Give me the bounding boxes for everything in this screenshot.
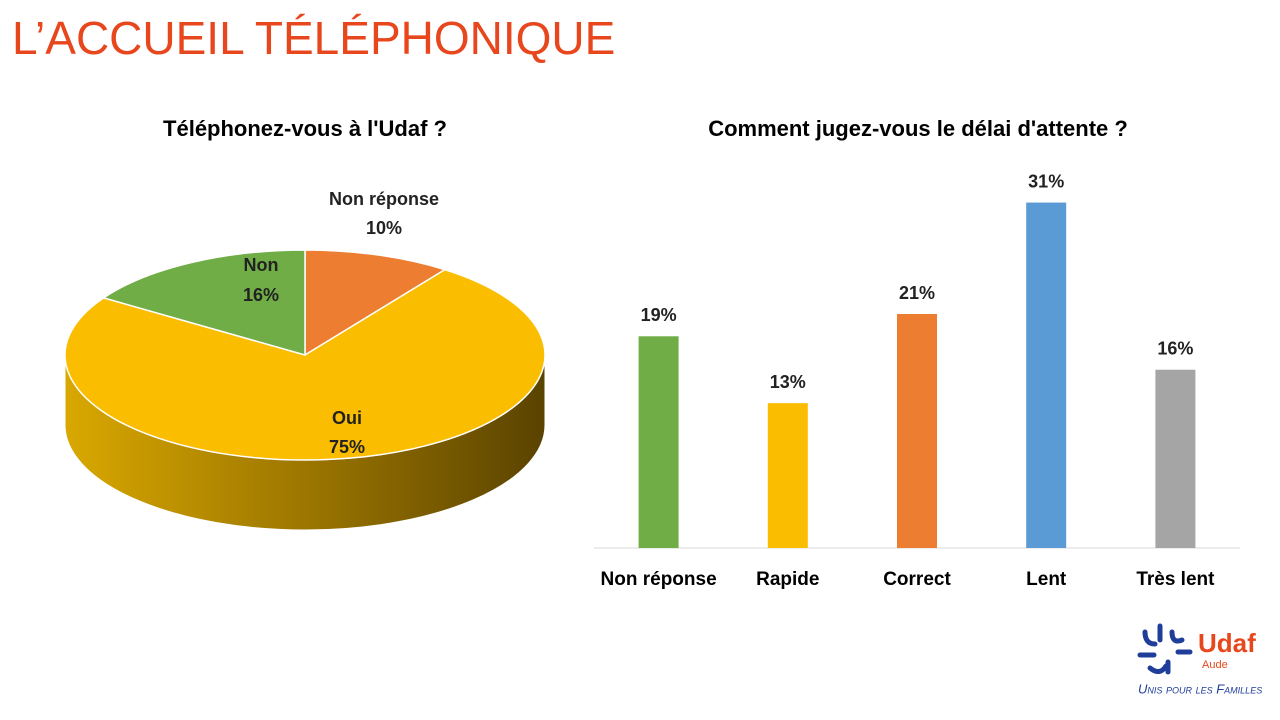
data-label-category: Oui: [332, 408, 362, 428]
data-label: 75%: [329, 437, 365, 457]
bar: [897, 314, 937, 548]
data-label: 21%: [899, 283, 935, 303]
logo-tagline: Unis pour les Familles: [1138, 681, 1262, 696]
logo-mark: [1137, 623, 1193, 675]
pie-slice: [64, 268, 546, 461]
data-label: 31%: [1028, 171, 1064, 191]
chart-title: Téléphonez-vous à l'Udaf ?: [163, 116, 447, 141]
pie-slice: [304, 249, 447, 357]
chart-title: Comment jugez-vous le délai d'attente ?: [708, 116, 1128, 141]
bar: [638, 336, 679, 548]
pie-slice: [101, 249, 306, 356]
data-label: 16%: [1157, 338, 1193, 358]
data-label: 10%: [366, 218, 402, 238]
data-label: 19%: [641, 305, 677, 325]
data-label: 16%: [243, 285, 279, 305]
x-tick-label: Rapide: [756, 569, 819, 590]
x-tick-label: Lent: [1026, 569, 1067, 590]
logo-name: Udaf: [1198, 628, 1256, 658]
x-tick-label: Non réponse: [601, 569, 717, 590]
logo: Udaf Aude Unis pour les Familles: [1137, 623, 1262, 696]
page-title: L’ACCUEIL TÉLÉPHONIQUE: [12, 12, 615, 64]
data-label-category: Non réponse: [329, 189, 439, 209]
x-tick-label: Très lent: [1136, 569, 1215, 590]
data-label: 13%: [770, 372, 806, 392]
data-label-category: Non: [244, 255, 279, 275]
bar: [1155, 369, 1196, 548]
bar: [767, 403, 808, 548]
bar: [1026, 202, 1067, 549]
x-tick-label: Correct: [883, 569, 951, 590]
logo-region: Aude: [1202, 659, 1228, 671]
